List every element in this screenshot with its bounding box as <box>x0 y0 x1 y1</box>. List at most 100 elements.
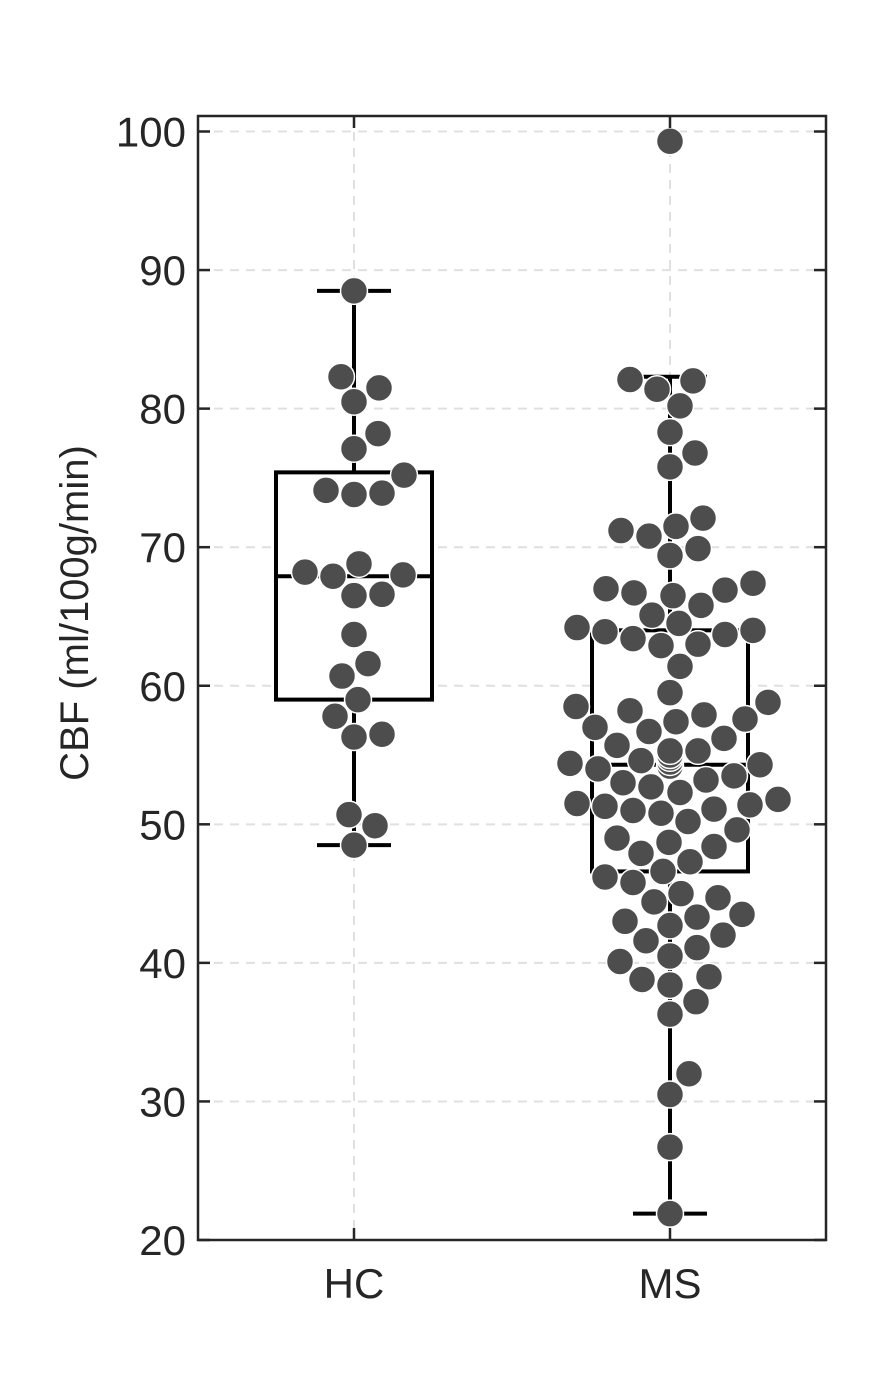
point-ms <box>709 724 739 753</box>
point-ms <box>675 847 705 876</box>
point-ms <box>694 962 724 991</box>
point-ms <box>590 862 620 892</box>
point-hc <box>360 811 390 840</box>
point-hc <box>367 580 397 609</box>
point-ms <box>618 624 648 653</box>
point-ms <box>655 1199 685 1228</box>
y-tick-label: 100 <box>116 109 186 156</box>
point-ms <box>691 765 721 795</box>
point-ms <box>665 652 695 681</box>
point-ms <box>583 754 613 784</box>
point-ms <box>673 807 703 836</box>
point-hc <box>388 560 418 590</box>
point-ms <box>735 790 765 820</box>
point-ms <box>666 879 696 908</box>
point-ms <box>727 900 757 929</box>
point-ms <box>615 696 645 725</box>
point-ms <box>561 692 591 721</box>
x-tick-label: HC <box>324 1260 385 1307</box>
point-ms <box>580 713 610 742</box>
point-ms <box>661 707 691 737</box>
axis-ticks: 20 30 40 50 60 70 80 90 100 HC MS <box>116 109 826 1307</box>
point-ms <box>655 1132 685 1162</box>
point-ms <box>602 823 632 853</box>
point-ms <box>688 503 718 533</box>
point-ms <box>618 796 648 825</box>
point-hc <box>363 419 393 448</box>
point-ms <box>682 933 712 962</box>
point-hc <box>339 830 369 860</box>
point-ms <box>730 704 760 734</box>
point-ms <box>680 438 710 468</box>
data-points <box>290 126 793 1228</box>
y-axis-label: CBF (ml/100g/min) <box>53 445 97 781</box>
point-ms <box>626 746 656 775</box>
point-ms <box>655 417 685 447</box>
point-hc <box>339 722 369 752</box>
point-hc <box>353 649 383 678</box>
y-tick-label: 30 <box>139 1078 186 1125</box>
point-ms <box>699 794 729 824</box>
point-ms <box>631 926 661 955</box>
point-ms <box>678 366 708 396</box>
point-ms <box>555 749 585 778</box>
point-hc <box>327 661 357 691</box>
point-ms <box>655 541 685 570</box>
point-ms <box>637 600 667 630</box>
point-ms <box>661 512 691 541</box>
point-hc <box>367 719 397 749</box>
point-hc <box>339 480 369 509</box>
point-ms <box>646 631 676 660</box>
point-ms <box>699 832 729 861</box>
point-ms <box>719 761 749 791</box>
plot-frame <box>196 114 828 1242</box>
point-ms <box>655 999 685 1029</box>
point-ms <box>602 731 632 760</box>
y-tick-label: 40 <box>139 940 186 987</box>
point-ms <box>606 516 636 545</box>
point-ms <box>655 1080 685 1109</box>
point-hc <box>339 387 369 416</box>
point-ms <box>689 700 719 730</box>
point-hc <box>339 581 369 610</box>
y-tick-label: 20 <box>139 1217 186 1264</box>
point-hc <box>367 478 397 508</box>
point-ms <box>655 911 685 940</box>
y-tick-label: 60 <box>139 663 186 710</box>
point-ms <box>665 391 695 421</box>
point-ms <box>634 717 664 746</box>
point-ms <box>615 365 645 394</box>
y-tick-label: 70 <box>139 524 186 571</box>
point-ms <box>710 575 740 605</box>
point-ms <box>605 947 635 976</box>
point-ms <box>753 688 783 717</box>
point-ms <box>608 768 638 797</box>
point-ms <box>626 839 656 868</box>
point-ms <box>681 987 711 1016</box>
point-ms <box>683 534 713 563</box>
point-ms <box>562 789 592 818</box>
point-hc <box>339 434 369 464</box>
point-hc <box>318 562 348 591</box>
point-ms <box>664 609 694 638</box>
point-ms <box>658 581 688 610</box>
point-ms <box>562 613 592 642</box>
y-tick-label: 90 <box>139 247 186 294</box>
point-ms <box>655 126 685 156</box>
point-hc <box>290 557 320 587</box>
point-ms <box>610 907 640 936</box>
point-ms <box>591 574 621 604</box>
x-tick-label: MS <box>639 1260 702 1307</box>
point-ms <box>682 902 712 932</box>
point-ms <box>655 941 685 971</box>
point-ms <box>654 828 684 857</box>
point-ms <box>722 815 752 845</box>
point-hc <box>311 476 341 505</box>
point-ms <box>710 620 740 649</box>
point-hc <box>364 373 394 403</box>
point-hc <box>334 800 364 829</box>
point-ms <box>708 920 738 950</box>
point-hc <box>339 620 369 649</box>
point-ms <box>634 521 664 551</box>
